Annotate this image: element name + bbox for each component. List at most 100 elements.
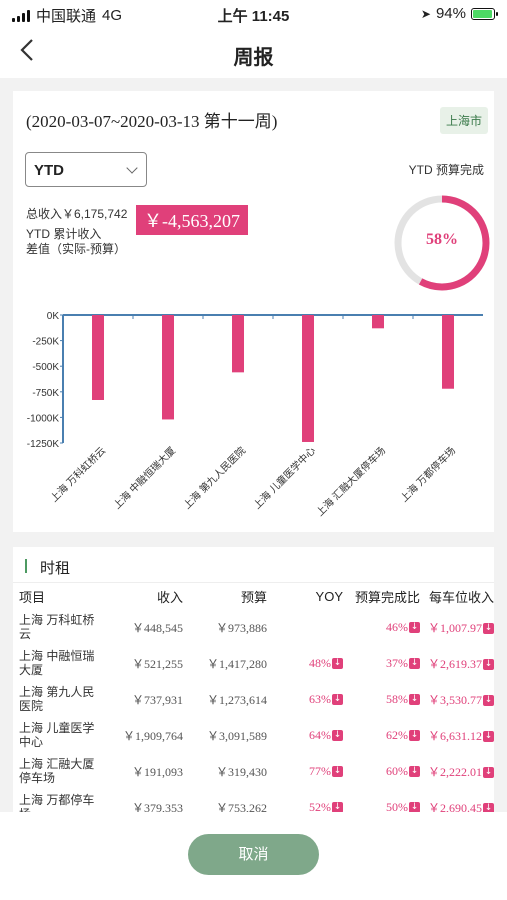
project-name-cont: 停车场 [19,771,56,785]
chevron-down-icon [126,162,138,174]
project-cell: 上海 第九人民 医院 [13,681,113,717]
x-tick-label: 上海 万都停车场 [397,444,458,505]
x-tick-label: 上海 儿童医学中心 [250,444,318,512]
down-arrow-icon: ↓ [332,730,343,742]
project-name: 上海 第九人民 [19,685,95,699]
income-cell: ￥737,931 [131,692,183,707]
x-tick-label: 上海 第九人民医院 [180,444,248,512]
project-name-cont: 医院 [19,699,44,713]
donut-progress [394,195,490,291]
table-row: 上海 中融恒瑞 大厦 ￥521,255 ￥1,417,280 48% ↓ 37% ↓ ￥2,61… [13,645,494,681]
bar [232,315,244,373]
down-arrow-icon: ↓ [332,766,343,778]
project-name-cont: 大厦 [19,663,44,677]
col-project: 项目 [19,589,46,605]
table-row: 上海 儿童医学 中心 ￥1,909,764 ￥3,091,589 64% ↓ 62% ↓ ￥6,… [13,717,494,753]
cancel-button[interactable]: 取消 [188,834,319,875]
chevron-left-icon [20,39,33,61]
col-ratio: 预算完成比 [354,589,420,605]
income-cell: ￥521,255 [131,656,183,671]
ratio-value: 50% [386,799,408,813]
bar [302,315,314,442]
completion-donut: 58% [390,191,494,295]
per-space-value: ￥3,530.77 [427,692,482,707]
yoy-cell: 52% ↓ [267,789,343,812]
y-tick-label: -1000K [27,413,60,424]
income-cell: ￥191,093 [131,764,183,779]
bar [92,315,104,400]
income-cell: ￥1,909,764 [122,728,183,743]
ratio-value: 58% [386,691,408,706]
difference-badge: ￥-4,563,207 [136,205,248,235]
date-range: (2020-03-07~2020-03-13 第十一周) [26,112,278,131]
project-name: 上海 万科虹桥 [19,613,95,627]
per-space-cell: ￥2,222.01 ↓ [420,753,494,789]
per-space-value: ￥1,007.97 [427,620,482,635]
ytd-cumulative-label: YTD 累计收入 差值（实际-预算） [26,227,126,257]
col-yoy: YOY [315,588,343,604]
income-cell: ￥448,545 [131,620,183,635]
budget-cell: ￥1,273,614 [206,692,267,707]
down-arrow-icon: ↓ [483,731,494,743]
project-name-cont: 云 [19,627,32,641]
yoy-cell: 48% ↓ [267,645,343,681]
ratio-value: 37% [386,655,408,670]
table-row: 上海 第九人民 医院 ￥737,931 ￥1,273,614 63% ↓ 58% ↓ ￥3,53… [13,681,494,717]
table-header-row: 项目 收入 预算 YOY 预算完成比 每车位收入 [13,583,494,609]
budget-cell: ￥3,091,589 [206,728,267,743]
battery-percent: 94% [435,5,466,22]
city-tag[interactable]: 上海市 [439,107,488,134]
status-bar: 中国联通 4G 上午 11:45 ➤ 94% [0,0,507,28]
yoy-value: 77% [309,763,331,778]
clock: 上午 11:45 [217,8,290,25]
project-cell: 上海 万都停车场 [13,789,113,812]
back-button[interactable] [20,38,50,68]
down-arrow-icon: ↓ [483,695,494,707]
section-accent [25,559,27,573]
table-row: 上海 万都停车场￥379,353￥753,26252%↓50%↓￥2,690.4… [13,789,494,812]
ytd-cum-line2: 差值（实际-预算） [26,242,126,256]
yoy-cell [267,609,343,645]
ratio-value: 60% [386,763,408,778]
project-name-cont: 场 [19,807,113,812]
signal-icon [12,9,30,22]
down-arrow-icon: ↓ [409,658,420,670]
per-space-value: ￥2,619.37 [427,656,482,671]
col-budget: 预算 [240,589,267,605]
ratio-cell: 46% ↓ [343,609,420,645]
per-space-value: ￥2,690.45 [427,800,482,813]
per-space-cell: ￥2,690.45 ↓ [420,789,494,812]
period-select-value: YTD [34,162,64,179]
project-cell: 上海 万科虹桥云 [13,609,113,645]
col-income: 收入 [156,589,183,605]
summary-card: (2020-03-07~2020-03-13 第十一周) 上海市 YTD YTD… [13,91,494,532]
project-name: 上海 中融恒瑞 [19,649,95,663]
y-tick-label: -750K [32,388,59,399]
yoy-cell: 77% ↓ [267,753,343,789]
down-arrow-icon: ↓ [483,659,494,671]
hourly-rent-card: 时租 项目 收入 预算 YOY 预算完成比 每车位收入 上海 万科虹桥云 ￥448… [13,547,494,812]
down-arrow-icon: ↓ [332,658,343,670]
income-cell: ￥379,353 [131,800,183,813]
down-arrow-icon: ↓ [409,694,420,706]
x-tick-label: 上海 万科虹桥云 [47,444,108,505]
y-tick-label: -250K [32,337,59,348]
project-cell: 上海 汇融大厦 停车场 [13,753,113,789]
bar [372,315,384,329]
yoy-cell: 63% ↓ [267,681,343,717]
battery-icon [471,7,498,20]
period-select[interactable]: YTD [25,152,147,187]
down-arrow-icon: ↓ [483,803,494,812]
ratio-cell: 50% ↓ [343,789,420,812]
bar [162,315,174,420]
ratio-value: 46% [386,619,408,634]
down-arrow-icon: ↓ [409,622,420,634]
table-row: 上海 汇融大厦 停车场 ￥191,093 ￥319,430 77% ↓ 60% ↓ ￥2,222… [13,753,494,789]
carrier: 中国联通 [36,8,97,25]
y-tick-label: 0K [47,311,60,322]
per-space-cell: ￥1,007.97 ↓ [420,609,494,645]
ratio-cell: 58% ↓ [343,681,420,717]
table-row: 上海 万科虹桥云 ￥448,545 ￥973,886 46% ↓ ￥1,007.97 ↓ [13,609,494,645]
yoy-cell: 64% ↓ [267,717,343,753]
